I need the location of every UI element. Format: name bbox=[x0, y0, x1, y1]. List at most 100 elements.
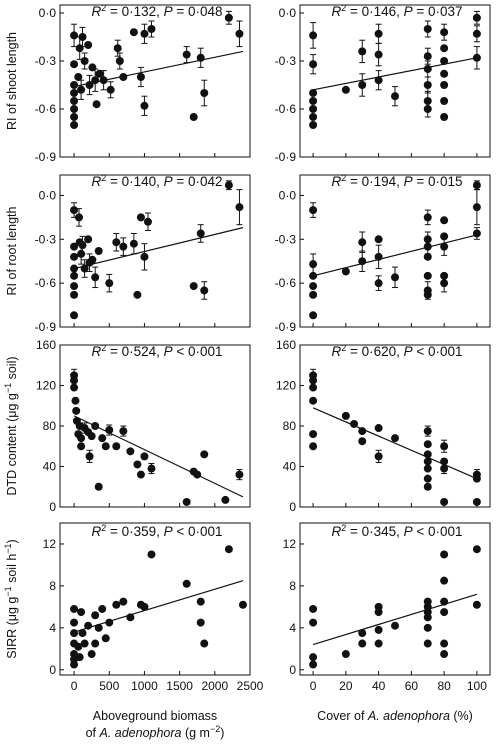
data-point bbox=[94, 623, 103, 632]
data-point bbox=[423, 464, 432, 473]
data-point bbox=[358, 427, 367, 436]
data-point bbox=[440, 28, 449, 37]
data-point bbox=[136, 470, 145, 479]
data-point bbox=[423, 25, 432, 33]
data-point bbox=[472, 600, 481, 609]
data-point bbox=[70, 618, 79, 627]
data-point bbox=[341, 85, 350, 94]
data-point bbox=[87, 432, 96, 441]
data-point bbox=[85, 452, 94, 461]
y-tick-label: 160 bbox=[276, 338, 296, 352]
data-point bbox=[472, 545, 481, 554]
data-point bbox=[309, 97, 318, 105]
data-point bbox=[112, 442, 121, 451]
data-point bbox=[80, 264, 89, 273]
plot-frame bbox=[59, 344, 251, 508]
data-point bbox=[75, 653, 84, 662]
data-point bbox=[358, 81, 367, 89]
data-point bbox=[440, 650, 449, 659]
data-point bbox=[147, 464, 156, 473]
regression-line bbox=[73, 50, 244, 88]
data-point bbox=[423, 252, 432, 261]
data-point bbox=[309, 271, 318, 280]
data-point bbox=[140, 29, 149, 38]
data-point bbox=[182, 579, 191, 588]
x-axis-label: Aboveground biomass bbox=[93, 709, 217, 723]
stat-annotation: R2 = 0·132, P = 0·048 bbox=[91, 3, 222, 19]
data-point bbox=[70, 60, 79, 69]
data-point bbox=[224, 13, 233, 22]
data-point bbox=[77, 608, 86, 617]
data-point bbox=[309, 430, 318, 439]
stat-annotation: R2 = 0·359, P < 0·001 bbox=[91, 523, 222, 539]
data-point bbox=[440, 550, 449, 559]
data-point bbox=[374, 452, 383, 461]
y-tick-label: 0·0 bbox=[39, 6, 57, 20]
data-point bbox=[374, 625, 383, 634]
stat-annotation: R2 = 0·345, P < 0·001 bbox=[331, 523, 462, 539]
y-tick-label: 120 bbox=[36, 379, 56, 393]
data-point bbox=[98, 434, 107, 443]
data-point bbox=[88, 255, 97, 264]
data-point bbox=[309, 376, 318, 385]
data-point bbox=[101, 634, 110, 643]
data-point bbox=[70, 282, 79, 291]
data-point bbox=[440, 497, 449, 506]
data-point bbox=[472, 203, 481, 212]
data-point bbox=[472, 497, 481, 506]
x-tick-label: 60 bbox=[405, 679, 419, 693]
data-point bbox=[309, 60, 318, 69]
data-point bbox=[119, 73, 128, 81]
data-point bbox=[423, 482, 432, 491]
data-point bbox=[70, 97, 79, 105]
data-point bbox=[80, 57, 89, 65]
data-point bbox=[235, 29, 244, 38]
plot-frame bbox=[299, 174, 491, 328]
y-tick-label: -0·6 bbox=[35, 276, 57, 290]
data-point bbox=[423, 105, 432, 113]
data-point bbox=[350, 419, 359, 428]
data-point bbox=[224, 545, 233, 554]
y-tick-label: 80 bbox=[283, 419, 297, 433]
data-point bbox=[189, 282, 198, 291]
data-point bbox=[440, 69, 449, 78]
data-point bbox=[423, 457, 432, 466]
data-point bbox=[70, 271, 79, 280]
data-point bbox=[224, 181, 233, 190]
panel-dtd_biomass: 0 40 80 120 160 R2 = 0·524, P < 0·001 DTD cont… bbox=[3, 338, 251, 514]
data-point bbox=[309, 89, 318, 97]
y-tick-label: 40 bbox=[43, 460, 57, 474]
data-point bbox=[85, 81, 94, 89]
y-tick-label: -0·3 bbox=[275, 54, 297, 68]
data-point bbox=[196, 597, 205, 606]
data-point bbox=[472, 13, 481, 22]
data-point bbox=[70, 383, 79, 392]
regression-line bbox=[73, 227, 244, 270]
y-tick-label: 4 bbox=[49, 621, 56, 635]
y-tick-label: -0·9 bbox=[275, 150, 297, 164]
y-axis-label: RI of shoot length bbox=[5, 32, 19, 130]
data-point bbox=[77, 442, 86, 451]
data-point bbox=[423, 623, 432, 632]
data-point bbox=[70, 242, 79, 251]
data-point bbox=[182, 50, 191, 59]
data-point bbox=[309, 396, 318, 405]
data-point bbox=[440, 242, 449, 251]
data-point bbox=[126, 447, 135, 456]
data-point bbox=[70, 311, 79, 320]
data-point bbox=[440, 464, 449, 473]
data-point bbox=[440, 113, 449, 121]
data-point bbox=[78, 629, 87, 638]
data-point bbox=[423, 474, 432, 483]
data-point bbox=[196, 53, 205, 62]
data-point bbox=[309, 113, 318, 121]
plot-frame bbox=[299, 4, 491, 158]
data-point bbox=[136, 213, 145, 222]
data-point bbox=[84, 41, 93, 49]
data-point bbox=[309, 660, 318, 669]
data-point bbox=[70, 89, 79, 97]
x-axis-label: Cover of A. adenophora (%) bbox=[317, 709, 473, 723]
data-point bbox=[140, 452, 149, 461]
data-point bbox=[472, 181, 481, 190]
y-tick-label: -0·9 bbox=[35, 150, 57, 164]
